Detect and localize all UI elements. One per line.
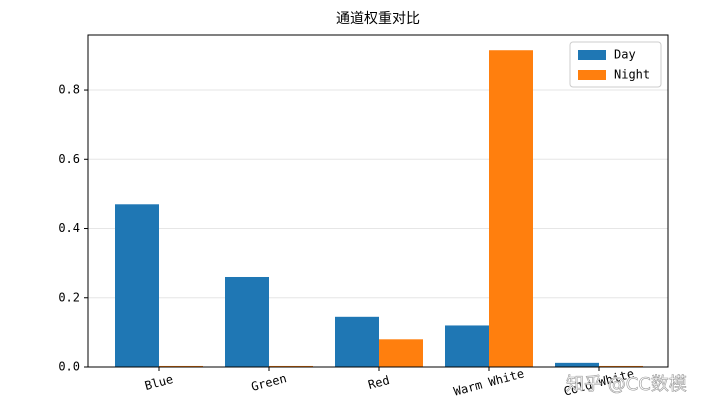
x-tick-label: Red xyxy=(367,373,392,392)
plot-frame xyxy=(87,34,669,368)
bar xyxy=(445,325,489,367)
y-tick-label: 0.4 xyxy=(58,221,80,235)
legend-swatch xyxy=(578,70,606,80)
y-tick-label: 0.6 xyxy=(58,152,80,166)
x-tick-label: Blue xyxy=(143,372,175,393)
y-tick-label: 0.0 xyxy=(58,360,80,374)
x-tick-label: Green xyxy=(250,371,289,394)
bar xyxy=(159,365,203,367)
bar xyxy=(225,276,269,367)
bar xyxy=(269,365,313,367)
watermark: 知乎 @CC数模 xyxy=(566,374,687,395)
bar xyxy=(555,362,599,367)
bar xyxy=(379,339,423,367)
bar xyxy=(489,50,533,367)
legend-label: Day xyxy=(614,48,636,62)
legend-swatch xyxy=(578,50,606,60)
legend-label: Night xyxy=(614,68,650,82)
y-tick-label: 0.2 xyxy=(58,290,80,304)
y-tick-label: 0.8 xyxy=(58,83,80,97)
x-tick-label: Warm White xyxy=(452,366,525,398)
bar xyxy=(115,204,159,367)
bar xyxy=(599,365,643,367)
chart-title: 通道权重对比 xyxy=(336,11,420,27)
bar xyxy=(335,316,379,367)
